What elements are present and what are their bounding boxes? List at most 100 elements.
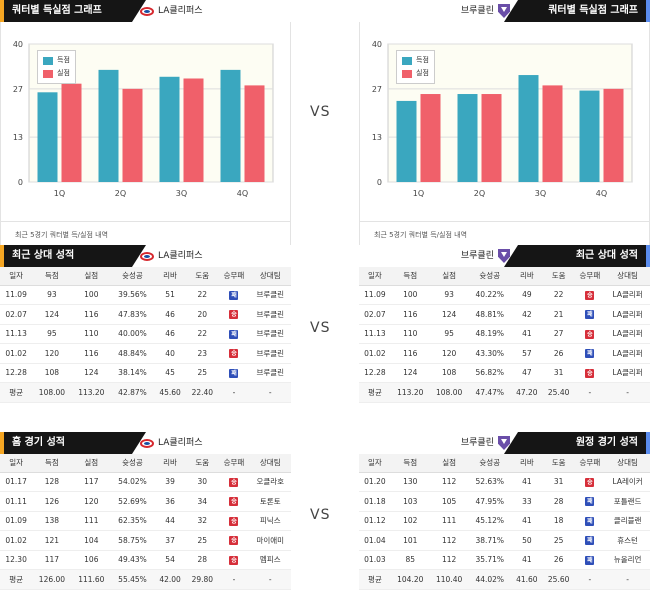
table-row: 01.03 85 112 35.71% 41 26 패 뉴올리언 (359, 550, 650, 570)
table-cell: 41 (510, 472, 543, 492)
table-cell: 93 (32, 285, 72, 305)
table-cell: 01.12 (359, 511, 391, 531)
column-header: 일자 (359, 454, 391, 473)
table-cell: 124 (429, 304, 469, 325)
left-chart-legend: 득점 실점 (37, 50, 76, 84)
right-recent-panel: 최근 상대 성적 브루클린 일자 득점 실점 슛성공 리바 도움 승무패 상대팀 11.09 10… (359, 245, 650, 403)
average-cell: - (218, 382, 250, 403)
x-tick-label: 2Q (474, 189, 485, 198)
left-chart-panel: 쿼터별 득실점 그래프 LA클리퍼스 0 13 27 40 1Q 2Q 3Q 4Q 득점 실점… (0, 0, 291, 248)
table-cell: 130 (390, 472, 430, 492)
average-cell: 29.80 (186, 569, 219, 590)
result-badge: 승 (229, 516, 239, 526)
column-header: 도움 (186, 454, 219, 473)
y-tick-label: 0 (377, 178, 382, 187)
table-row: 11.09 100 93 40.22% 49 22 승 LA클리퍼 (359, 285, 650, 305)
bar-allowed (61, 83, 82, 182)
average-cell: - (218, 569, 250, 590)
table-row: 12.30 117 106 49.43% 54 28 승 멤피스 (0, 550, 291, 570)
table-cell: 01.18 (359, 491, 391, 512)
average-cell: 113.20 (390, 382, 430, 403)
column-header: 도움 (186, 267, 219, 286)
average-cell: 45.60 (153, 382, 187, 403)
table-cell: LA클리퍼 (605, 324, 650, 344)
table-cell: 36 (153, 491, 187, 512)
table-cell: 46 (153, 324, 187, 344)
table-cell: 토론토 (249, 491, 291, 512)
average-cell: 110.40 (429, 569, 469, 590)
column-header: 상대팀 (249, 267, 291, 286)
column-header: 리바 (510, 454, 543, 473)
column-header: 도움 (542, 454, 575, 473)
y-tick-label: 27 (372, 85, 382, 94)
table-cell: 35.71% (468, 550, 511, 570)
x-tick-label: 3Q (176, 189, 187, 198)
right-chart-team: 브루클린 (461, 0, 510, 22)
table-cell: 47 (510, 363, 543, 383)
average-cell: 25.40 (542, 382, 575, 403)
column-header: 승무패 (218, 267, 250, 286)
result-badge: 패 (229, 368, 239, 378)
table-cell: 47.95% (468, 491, 511, 512)
vs-label-venue: VS (310, 507, 331, 523)
column-header: 득점 (390, 267, 430, 286)
table-row: 01.11 126 120 52.69% 36 34 승 토론토 (0, 491, 291, 512)
table-cell: 121 (32, 530, 72, 551)
table-cell: 128 (32, 472, 72, 492)
average-cell: 44.02% (468, 569, 511, 590)
bar-scored (220, 69, 241, 182)
table-cell: 101 (390, 530, 430, 551)
average-cell: - (574, 382, 606, 403)
right-away-table: 일자 득점 실점 슛성공 리바 도움 승무패 상대팀 01.20 130 112 52.63% 41 31… (359, 454, 650, 590)
table-cell: LA레이커 (605, 472, 650, 492)
table-cell: 48.19% (468, 324, 511, 344)
table-cell: 피닉스 (249, 511, 291, 531)
table-cell: 126 (32, 491, 72, 512)
y-tick-label: 13 (372, 133, 382, 142)
table-cell: 58.75% (111, 530, 154, 551)
right-quarter-chart: 0 13 27 40 1Q 2Q 3Q 4Q (372, 40, 633, 198)
table-cell: 41 (510, 511, 543, 531)
column-header: 상대팀 (605, 454, 650, 473)
left-chart-title: 쿼터별 득실점 그래프 (0, 0, 146, 22)
table-cell: 28 (542, 491, 575, 512)
table-cell: 클리블랜 (605, 511, 650, 531)
table-cell: 23 (186, 343, 219, 364)
average-cell: 111.60 (71, 569, 112, 590)
column-header: 승무패 (218, 454, 250, 473)
table-cell: 25 (186, 530, 219, 551)
table-cell: 01.02 (0, 530, 33, 551)
left-chart-team-name: LA클리퍼스 (158, 6, 203, 16)
bar-scored (98, 69, 119, 182)
table-cell: 40.22% (468, 285, 511, 305)
table-cell: 12.28 (359, 363, 391, 383)
table-cell: 48.84% (111, 343, 154, 364)
result-cell: 패 (574, 491, 606, 512)
table-cell: 54 (153, 550, 187, 570)
result-cell: 승 (218, 491, 250, 512)
average-cell: 47.47% (468, 382, 511, 403)
table-cell: 110 (71, 324, 112, 344)
result-cell: 패 (574, 304, 606, 325)
table-cell: 02.07 (359, 304, 391, 325)
x-tick-label: 1Q (413, 189, 424, 198)
left-quarter-chart: 0 13 27 40 1Q 2Q 3Q 4Q (13, 40, 274, 198)
bar-allowed (420, 94, 441, 182)
x-tick-label: 4Q (237, 189, 248, 198)
bar-scored (396, 100, 417, 182)
table-cell: 33 (510, 491, 543, 512)
table-cell: 포틀랜드 (605, 491, 650, 512)
right-recent-table: 일자 득점 실점 슛성공 리바 도움 승무패 상대팀 11.09 100 93 40.22% 49 22 승… (359, 267, 650, 403)
table-cell: 01.11 (0, 491, 33, 512)
table-cell: 01.02 (0, 343, 33, 364)
column-header: 실점 (429, 267, 469, 286)
table-row: 01.02 121 104 58.75% 37 25 승 마이애미 (0, 530, 291, 551)
table-cell: 01.17 (0, 472, 33, 492)
table-cell: 40.00% (111, 324, 154, 344)
right-recent-team: 브루클린 (461, 245, 510, 267)
table-cell: 46 (153, 304, 187, 325)
average-cell: 55.45% (111, 569, 154, 590)
table-cell: 30 (186, 472, 219, 492)
table-cell: 브루클린 (249, 285, 291, 305)
table-cell: 124 (390, 363, 430, 383)
